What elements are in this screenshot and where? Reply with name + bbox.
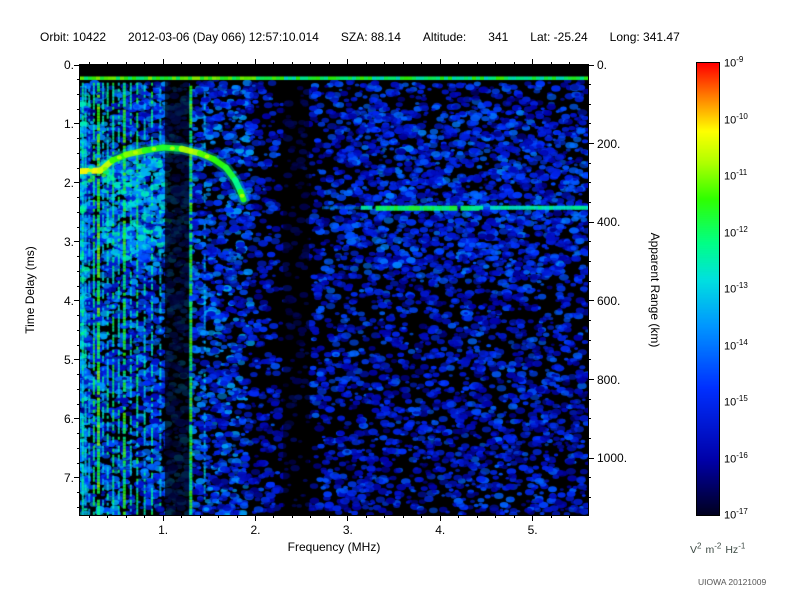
y-left-tick-label: 4. [63,293,74,308]
y-left-tick-label: 3. [63,234,74,249]
x-axis-label: Frequency (MHz) [287,540,381,554]
colorbar-tick-label: 10-16 [724,450,748,466]
watermark: UIOWA 20121009 [698,577,767,587]
y-right-tick-label: 800. [597,372,621,387]
y-right-tick-label: 200. [597,136,621,151]
y-right-tick-label: 400. [597,215,621,230]
header-info: Orbit: 10422 2012-03-06 (Day 066) 12:57:… [40,30,680,44]
y-left-tick-label: 6. [63,411,74,426]
y-right-tick-label: 0. [597,58,608,72]
colorbar-units-label: V2 m-2 Hz-1 [690,541,749,556]
y-right-tick-label: 1000. [597,451,628,466]
colorbar-tick-labels: 10-9 10-10 10-11 10-12 10-13 10-14 10-15 10-16 1… [724,55,784,522]
y-left-tick-label: 0. [63,58,74,72]
colorbar-canvas [697,63,719,515]
altitude-value: 341 [488,30,509,44]
y-left-tick-label: 5. [63,352,74,367]
x-tick-label: 1. [158,523,169,537]
x-tick-label: 4. [435,523,446,537]
y-right-tick-label: 600. [597,293,621,308]
unit-part: Hz-1 [725,541,746,556]
colorbar-tick-label: 10-17 [724,507,748,522]
altitude-label: Altitude: [422,30,467,44]
y-left-tick-label: 2. [63,175,74,190]
sza-field: SZA: 88.14 [340,30,401,44]
lat-field: Lat: -25.24 [530,30,588,44]
spectrogram-plot [79,64,589,516]
orbit-field: Orbit: 10422 [40,30,107,44]
x-tick-label: 5. [527,523,538,537]
colorbar-tick-label: 10-15 [724,394,748,409]
unit-part: m-2 [705,541,722,556]
colorbar-tick-label: 10-12 [724,224,748,240]
spectrogram-canvas [80,65,588,515]
datetime-field: 2012-03-06 (Day 066) 12:57:10.014 [128,30,319,44]
x-tick-label: 2. [250,523,261,537]
long-field: Long: 341.47 [609,30,680,44]
x-tick-label: 3. [342,523,353,537]
y-left-tick-label: 1. [63,116,74,131]
colorbar-tick-label: 10-11 [724,168,748,183]
colorbar [696,62,720,516]
colorbar-tick-label: 10-10 [724,111,748,127]
y-left-tick-label: 7. [63,470,74,485]
unit-part: V2 [690,541,702,556]
colorbar-tick-label: 10-9 [724,55,744,70]
y-axis-label-right: Apparent Range (km) [648,232,662,348]
y-axis-label-left: Time Delay (ms) [23,246,37,334]
colorbar-tick-label: 10-14 [724,337,748,353]
colorbar-tick-label: 10-13 [724,281,748,296]
